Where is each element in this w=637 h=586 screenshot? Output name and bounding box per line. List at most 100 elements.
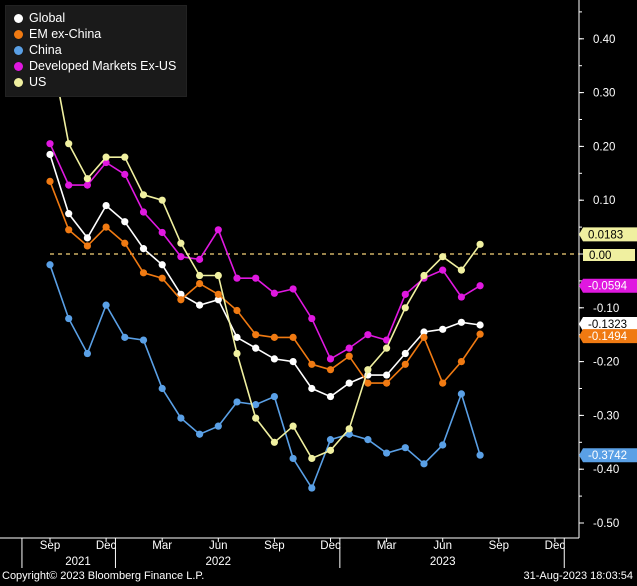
data-point-developed-markets-ex-us xyxy=(326,355,335,363)
x-tick-label: Sep xyxy=(40,540,60,552)
data-point-global xyxy=(270,355,278,363)
data-point-china xyxy=(308,484,316,492)
data-point-developed-markets-ex-us xyxy=(439,266,447,274)
data-point-us xyxy=(326,446,335,454)
data-point-em-ex-china xyxy=(364,379,372,387)
y-tick-label: -0.30 xyxy=(593,410,619,422)
data-point-us xyxy=(383,344,391,352)
data-point-us xyxy=(270,438,278,446)
data-point-developed-markets-ex-us xyxy=(383,336,391,344)
data-point-us xyxy=(345,425,353,433)
data-point-china xyxy=(83,349,91,358)
data-point-us xyxy=(289,422,297,430)
data-point-global xyxy=(83,234,91,242)
data-point-developed-markets-ex-us xyxy=(139,208,148,216)
data-point-china xyxy=(139,336,148,344)
series-line-em-ex-china xyxy=(49,181,481,385)
legend-item-em-ex-china: EM ex-China xyxy=(14,26,176,42)
data-point-us xyxy=(252,414,260,422)
data-point-global xyxy=(383,371,391,379)
end-label-bg-global xyxy=(579,317,637,332)
y-tick-label: -0.40 xyxy=(593,464,619,476)
x-tick-label: Mar xyxy=(377,540,397,552)
data-point-developed-markets-ex-us xyxy=(457,293,465,301)
x-tick-label: Sep xyxy=(264,540,284,552)
data-point-us xyxy=(364,366,372,374)
data-point-us xyxy=(158,196,166,204)
data-point-global xyxy=(158,261,166,269)
data-point-global xyxy=(139,245,148,253)
legend-marker-em-ex-china xyxy=(14,29,23,39)
year-label: 2021 xyxy=(65,556,91,568)
data-point-china xyxy=(46,261,54,269)
legend-marker-global xyxy=(14,13,23,23)
year-label: 2022 xyxy=(206,556,232,568)
data-point-china xyxy=(439,441,447,449)
data-point-china xyxy=(102,301,110,309)
data-point-china xyxy=(214,422,222,430)
data-point-em-ex-china xyxy=(252,331,260,339)
y-tick-label: -0.10 xyxy=(593,303,619,315)
data-point-developed-markets-ex-us xyxy=(196,255,204,263)
data-point-us xyxy=(177,239,185,247)
data-point-developed-markets-ex-us xyxy=(401,290,409,298)
y-tick-label: 0.10 xyxy=(593,195,615,207)
data-point-global xyxy=(457,318,465,326)
data-point-global xyxy=(102,201,110,210)
data-point-china xyxy=(364,436,372,444)
x-tick-label: Dec xyxy=(545,540,566,552)
data-point-us xyxy=(457,266,465,274)
data-point-developed-markets-ex-us xyxy=(270,289,278,297)
data-point-us xyxy=(102,153,110,161)
end-label-china: -0.3742 xyxy=(588,450,627,462)
legend-marker-us xyxy=(14,77,23,87)
data-point-china xyxy=(233,398,241,406)
data-point-em-ex-china xyxy=(46,177,54,185)
data-point-developed-markets-ex-us xyxy=(364,331,372,339)
series-line-developed-markets-ex-us xyxy=(49,143,481,361)
data-point-developed-markets-ex-us xyxy=(252,274,260,282)
data-point-china xyxy=(270,392,278,401)
data-point-developed-markets-ex-us xyxy=(83,181,91,189)
data-point-developed-markets-ex-us xyxy=(214,226,222,234)
data-point-em-ex-china xyxy=(289,333,297,341)
y-tick-label: 0.20 xyxy=(593,141,615,153)
data-point-global xyxy=(345,379,353,387)
data-point-china xyxy=(65,314,73,323)
data-point-em-ex-china xyxy=(158,274,166,282)
data-point-global xyxy=(420,328,428,336)
data-point-china xyxy=(326,436,335,444)
data-point-developed-markets-ex-us xyxy=(177,253,185,261)
data-point-developed-markets-ex-us xyxy=(46,140,54,148)
data-point-us xyxy=(196,271,204,280)
chart-legend: Global EM ex-China China Developed Marke… xyxy=(5,5,188,97)
year-label: 2023 xyxy=(430,556,456,568)
data-point-us xyxy=(83,175,91,183)
legend-label-developed-markets-ex-us: Developed Markets Ex-US xyxy=(29,59,177,73)
copyright-text: Copyright© 2023 Bloomberg Finance L.P. xyxy=(2,570,205,582)
data-point-us xyxy=(420,271,428,280)
data-point-china xyxy=(177,414,185,422)
data-point-us xyxy=(233,349,241,358)
data-point-global xyxy=(308,384,316,393)
data-point-em-ex-china xyxy=(420,333,428,341)
data-point-china xyxy=(383,449,391,457)
data-point-em-ex-china xyxy=(121,239,129,247)
data-point-china xyxy=(401,444,409,452)
end-label-bg-developed-markets-ex-us xyxy=(579,278,637,293)
data-point-global xyxy=(177,290,185,298)
data-point-em-ex-china xyxy=(476,330,484,338)
data-point-em-ex-china xyxy=(139,269,148,277)
data-point-global xyxy=(196,301,204,309)
data-point-china xyxy=(196,430,204,438)
end-label-developed-markets-ex-us: -0.0594 xyxy=(588,281,628,293)
data-point-em-ex-china xyxy=(83,242,91,250)
x-tick-label: Dec xyxy=(96,540,117,552)
y-tick-label: -0.50 xyxy=(593,518,619,530)
y-tick-label: -0.20 xyxy=(593,357,619,369)
legend-label-china: China xyxy=(29,43,62,57)
data-point-global xyxy=(214,296,222,304)
x-tick-label: Jun xyxy=(209,540,228,552)
legend-label-em-ex-china: EM ex-China xyxy=(29,27,102,41)
